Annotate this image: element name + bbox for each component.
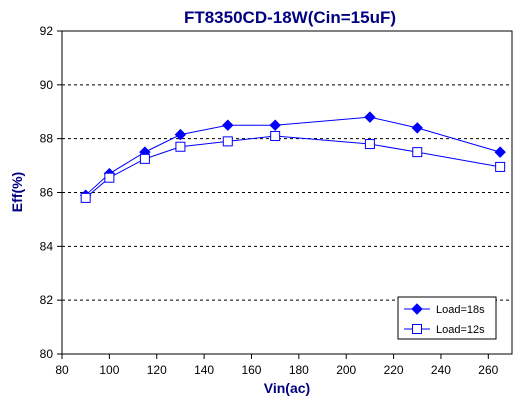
data-point-load-18s [411, 122, 423, 134]
data-point-load-12s [139, 153, 150, 164]
y-tick-label: 80 [40, 347, 54, 361]
chart-title: FT8350CD-18W(Cin=15uF) [184, 8, 396, 27]
x-tick-label: 220 [384, 363, 404, 377]
grid-layer [62, 84, 512, 301]
legend-label: Load=18s [436, 304, 485, 316]
y-tick-label: 92 [40, 24, 54, 38]
series-line [85, 135, 501, 199]
data-point-load-18s [269, 119, 281, 131]
data-point-load-12s [104, 172, 115, 183]
data-point-load-18s [222, 119, 234, 131]
tick-layer: 80 82 84 86 88 90 92 80 100 120 140 160 180 200 220 240… [40, 24, 499, 377]
data-point-load-12s [80, 192, 91, 203]
x-tick-label: 160 [241, 363, 261, 377]
x-tick-label: 240 [431, 363, 451, 377]
data-point-load-12s [412, 324, 422, 334]
x-tick-label: 200 [336, 363, 356, 377]
data-point-load-18s [364, 111, 376, 123]
legend-label: Load=12s [436, 324, 485, 336]
y-tick-label: 82 [40, 293, 54, 307]
data-point-load-12s [175, 141, 186, 152]
data-point-load-12s [412, 147, 423, 158]
series-layer [79, 111, 506, 203]
data-point-load-12s [222, 136, 233, 147]
x-tick-label: 180 [289, 363, 309, 377]
data-point-load-12s [495, 161, 506, 172]
legend: Load=18s Load=12s [397, 296, 497, 340]
x-tick-label: 100 [99, 363, 119, 377]
data-point-load-12s [364, 139, 375, 150]
x-tick-label: 120 [147, 363, 167, 377]
x-tick-label: 140 [194, 363, 214, 377]
x-axis-title: Vin(ac) [264, 380, 310, 396]
x-tick-label: 80 [55, 363, 69, 377]
series-load-12s [80, 130, 506, 203]
data-point-load-18s [411, 303, 423, 315]
y-tick-label: 84 [40, 239, 54, 253]
y-tick-label: 86 [40, 186, 54, 200]
x-tick-label: 260 [478, 363, 498, 377]
data-point-load-18s [494, 146, 506, 158]
y-tick-label: 88 [40, 132, 54, 146]
data-point-load-12s [270, 130, 281, 141]
y-tick-label: 90 [40, 78, 54, 92]
y-axis-title: Eff(%) [9, 172, 25, 212]
data-point-load-18s [174, 128, 187, 141]
